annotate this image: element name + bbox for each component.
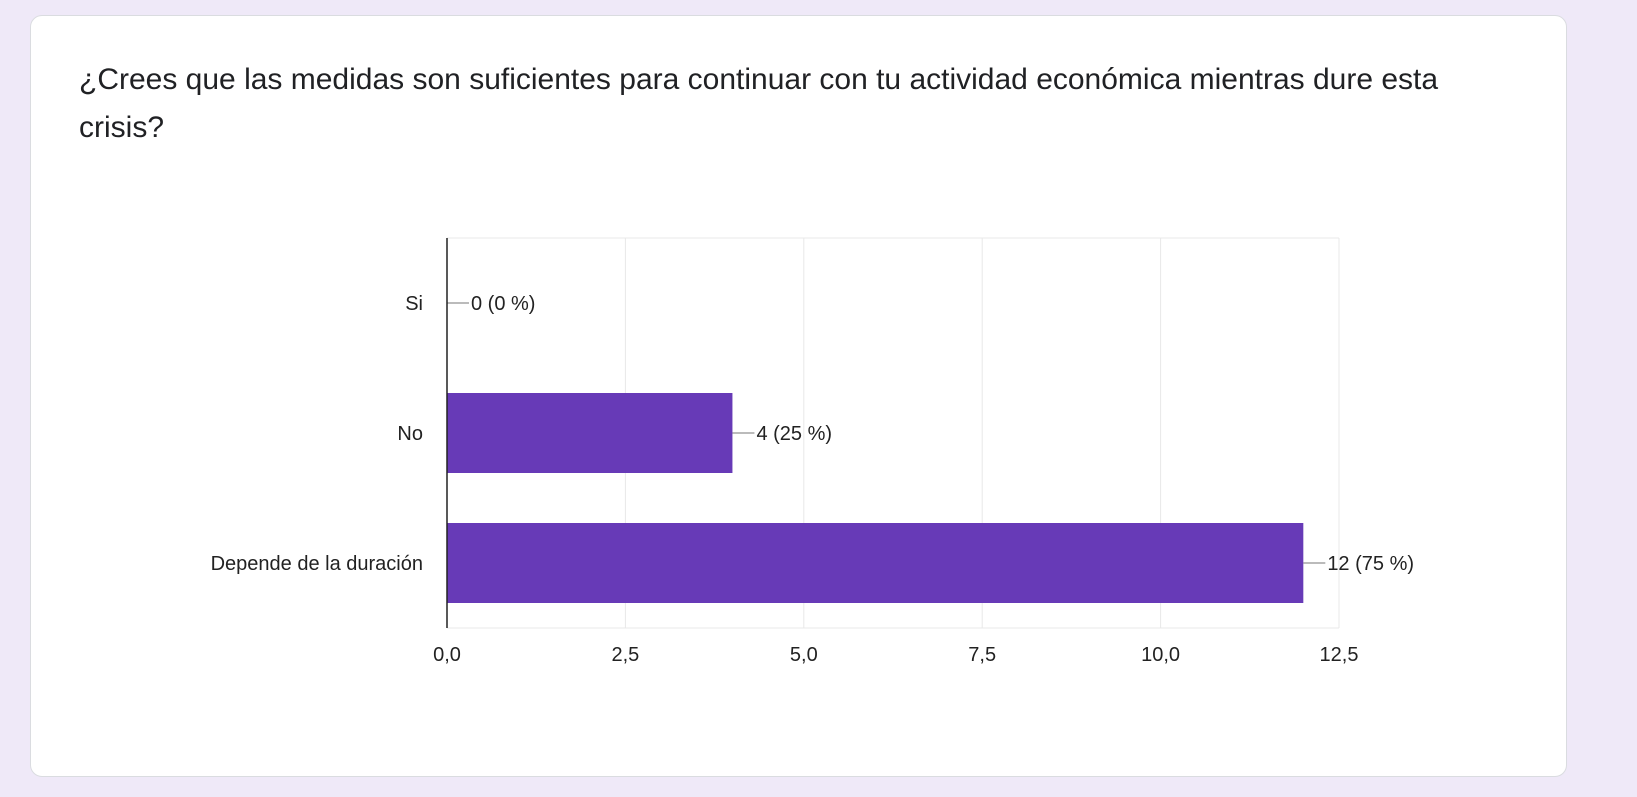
x-tick-label: 2,5 [611,644,639,666]
bar [447,393,733,473]
x-tick-label: 5,0 [790,644,818,666]
question-title: ¿Crees que las medidas son suficientes p… [79,63,1439,144]
data-label: 12 (75 %) [1327,553,1414,575]
data-label: 4 (25 %) [756,423,832,445]
data-label: 0 (0 %) [471,293,535,315]
category-label: Si [405,293,423,315]
x-tick-label: 10,0 [1141,644,1180,666]
x-tick-label: 0,0 [433,644,461,666]
x-tick-label: 7,5 [968,644,996,666]
question-card: ¿Crees que las medidas son suficientes p… [30,15,1567,777]
category-label: Depende de la duración [211,553,423,575]
x-tick-label: 12,5 [1320,644,1359,666]
category-label: No [397,423,423,445]
response-bar-chart: 0,0 2,5 5,0 7,5 10,0 12,5 Si 0 (0 %) No 4 (25 %) D… [211,237,1414,666]
bar [447,523,1304,603]
